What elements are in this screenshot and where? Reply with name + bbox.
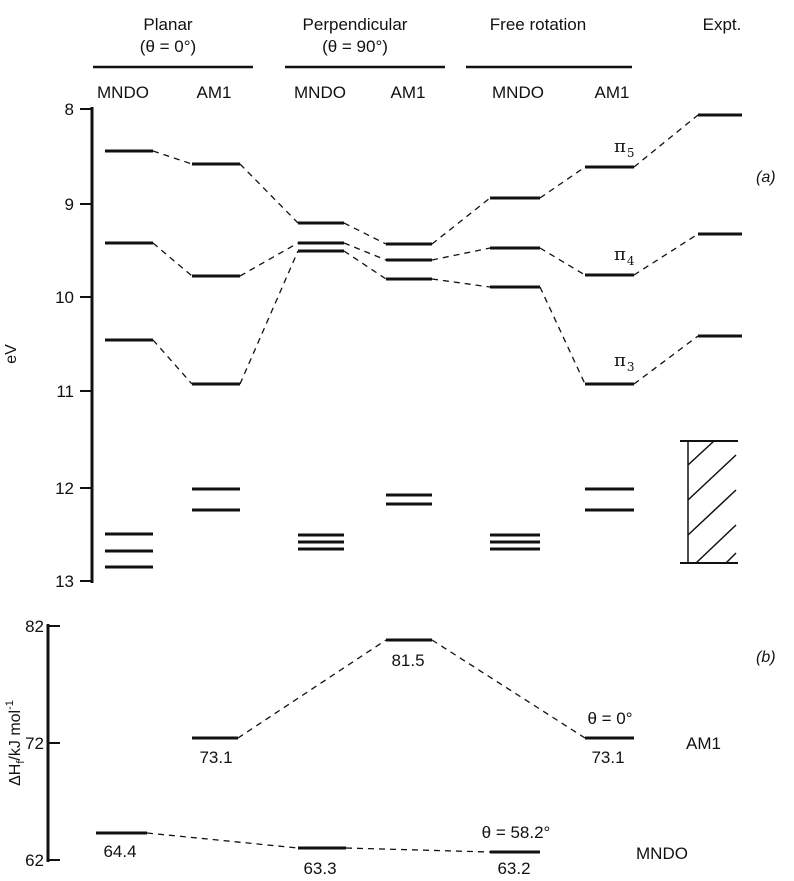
- hatch-line: [687, 440, 715, 466]
- tick-label: 8: [65, 100, 74, 119]
- expt-hatched-band: [680, 440, 738, 564]
- pi4-correlation: [152, 233, 699, 277]
- eV-axis-label: eV: [3, 344, 20, 364]
- pi3-correlation: [152, 250, 699, 385]
- orbital-label-pi5: π5: [614, 136, 634, 160]
- hatch-line: [725, 552, 737, 564]
- hatch-line: [687, 454, 737, 501]
- header-planar-angle: (θ = 0°): [140, 37, 196, 56]
- hatch-line: [687, 489, 737, 536]
- hatch-line: [695, 524, 737, 564]
- am1-angle-note: θ = 0°: [587, 709, 632, 728]
- panel-b-label: (b): [756, 649, 776, 666]
- orbital-label-pi4: π4: [614, 244, 635, 268]
- mndo-series-label: MNDO: [636, 844, 688, 863]
- method-label-free-mndo: MNDO: [492, 83, 544, 102]
- header-perpendicular: Perpendicular: [303, 15, 408, 34]
- enthalpy-axis-label: ΔHf/kJ mol-1: [4, 700, 27, 786]
- method-label-free-am1: AM1: [595, 83, 630, 102]
- header-free-rotation: Free rotation: [490, 15, 586, 34]
- header-expt: Expt.: [703, 15, 742, 34]
- orbital-label-pi3: π3: [614, 350, 634, 374]
- enthalpy-axis-ticks: [48, 625, 60, 861]
- value-label: 63.2: [497, 859, 530, 878]
- method-label-planar-mndo: MNDO: [97, 83, 149, 102]
- mndo-angle-note: θ = 58.2°: [482, 823, 551, 842]
- value-label: 73.1: [591, 748, 624, 767]
- tick-label: 10: [55, 288, 74, 307]
- tick-label: 9: [65, 195, 74, 214]
- value-label: 63.3: [303, 859, 336, 878]
- value-label: 73.1: [199, 748, 232, 767]
- am1-series-label: AM1: [686, 734, 721, 753]
- tick-label: 82: [25, 617, 44, 636]
- value-label: 64.4: [103, 842, 136, 861]
- mndo-enthalpy-correlation: [146, 832, 491, 853]
- value-label: 81.5: [391, 651, 424, 670]
- header-perpendicular-angle: (θ = 90°): [322, 37, 388, 56]
- tick-label: 12: [55, 479, 74, 498]
- method-label-perp-mndo: MNDO: [294, 83, 346, 102]
- am1-enthalpy-correlation: [237, 639, 586, 739]
- eV-axis-ticks: [80, 108, 92, 582]
- method-label-perp-am1: AM1: [391, 83, 426, 102]
- header-planar: Planar: [143, 15, 192, 34]
- panel-a-label: (a): [756, 169, 776, 186]
- pi5-correlation: [152, 114, 699, 245]
- tick-label: 11: [56, 382, 74, 401]
- tick-label: 13: [55, 572, 74, 591]
- tick-label: 62: [25, 851, 44, 870]
- tick-label: 72: [25, 734, 44, 753]
- method-label-planar-am1: AM1: [197, 83, 232, 102]
